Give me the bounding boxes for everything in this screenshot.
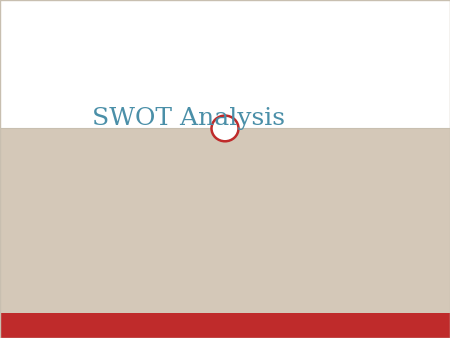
Bar bbox=[0, 0, 450, 128]
Ellipse shape bbox=[212, 116, 239, 141]
Text: SWOT Analysis: SWOT Analysis bbox=[93, 107, 285, 130]
Bar bbox=[0, 313, 450, 338]
